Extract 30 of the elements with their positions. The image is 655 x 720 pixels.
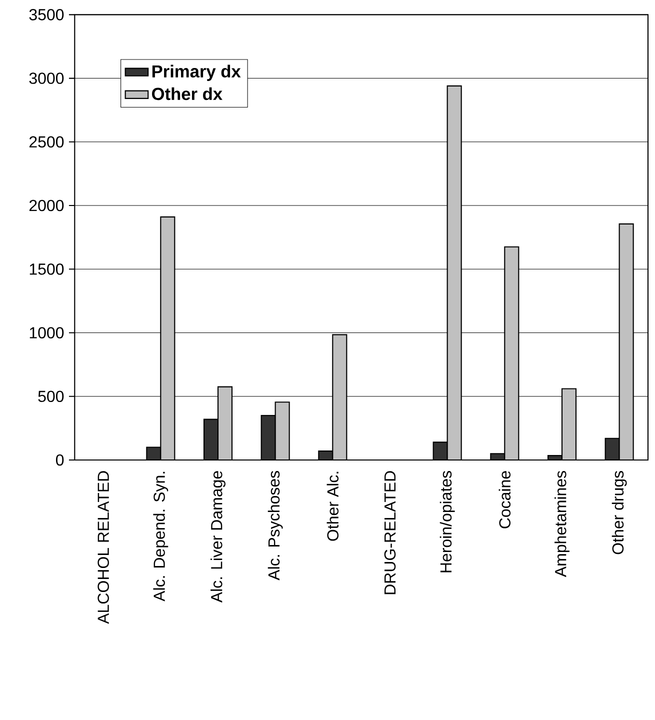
x-tick-label: Other Alc. <box>326 472 339 541</box>
x-tick-label: ALCOHOL RELATED <box>98 471 109 624</box>
x-tick-label: DRUG-RELATED <box>384 471 396 594</box>
x-tick-label: Alc. Liver Damage <box>210 471 226 603</box>
x-tick-label: Alc. Psychoses <box>268 470 283 580</box>
y-tick-label: 2000 <box>29 200 64 212</box>
y-tick-label: 1500 <box>30 263 64 275</box>
x-tick-label: Other drugs <box>612 470 627 554</box>
x-tick-label: Alc. Depend. Syn. <box>153 472 168 602</box>
bar <box>446 85 462 460</box>
bar <box>260 414 276 460</box>
y-tick-label: 1000 <box>30 327 64 338</box>
bar <box>217 386 233 460</box>
legend-label: Other dx <box>152 87 222 100</box>
y-tick-label: 3500 <box>29 9 64 20</box>
y-tick-label: 0 <box>56 454 64 466</box>
bar <box>203 418 219 460</box>
bar <box>561 388 577 460</box>
x-tick-label: Heroin/opiates <box>440 470 455 572</box>
x-tick-label: Amphetamines <box>554 470 570 578</box>
bar <box>160 216 176 460</box>
x-tick-label: Cocaine <box>498 471 511 528</box>
bar <box>332 334 348 460</box>
y-tick-label: 3000 <box>29 72 64 84</box>
bar <box>504 246 520 460</box>
y-tick-label: 500 <box>38 390 64 402</box>
bar <box>274 402 290 460</box>
legend-label: Primary dx <box>152 64 241 81</box>
bar <box>618 223 634 460</box>
y-tick-label: 2500 <box>29 136 64 148</box>
